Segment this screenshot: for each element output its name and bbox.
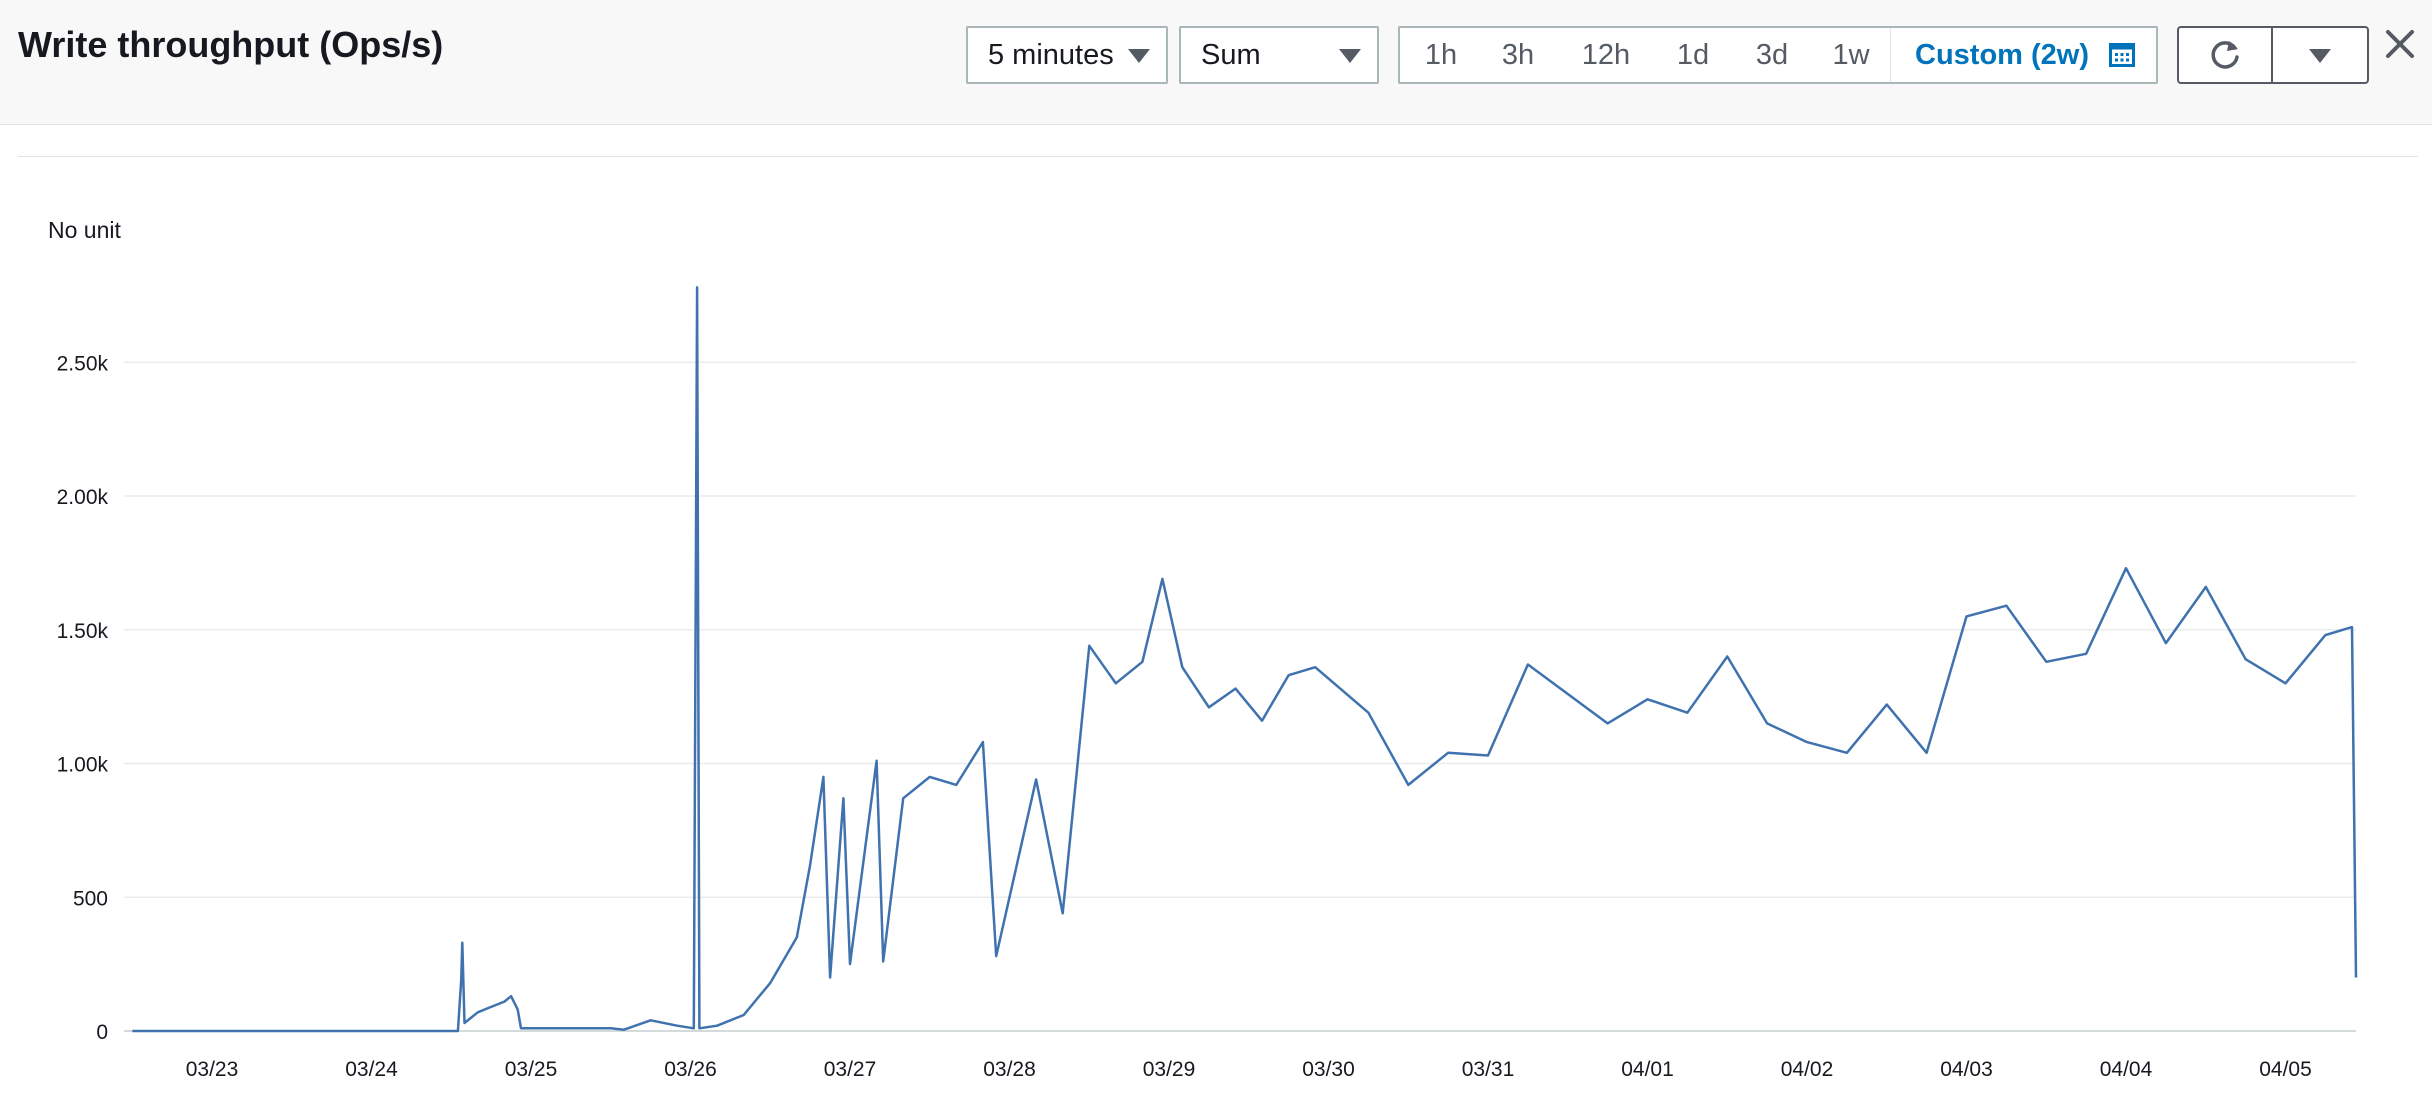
- x-tick-label: 03/31: [1462, 1058, 1515, 1081]
- widget-header: Write throughput (Ops/s) 5 minutes Sum 1…: [0, 0, 2432, 125]
- caret-down-icon: [1339, 49, 1361, 63]
- period-value: 5 minutes: [988, 39, 1114, 71]
- y-tick-label: 1.50k: [57, 620, 109, 643]
- x-tick-label: 04/05: [2259, 1058, 2312, 1081]
- unit-label: No unit: [48, 217, 121, 243]
- x-tick-label: 03/28: [983, 1058, 1036, 1081]
- calendar-icon: [2109, 43, 2135, 67]
- refresh-icon: [2211, 41, 2239, 69]
- x-tick-label: 03/26: [664, 1058, 717, 1081]
- x-tick-label: 04/02: [1781, 1058, 1834, 1081]
- x-tick-label: 04/03: [1940, 1058, 1993, 1081]
- x-tick-label: 03/23: [186, 1058, 239, 1081]
- x-tick-label: 04/04: [2100, 1058, 2153, 1081]
- statistic-value: Sum: [1201, 39, 1261, 71]
- range-custom-button[interactable]: Custom (2w): [1890, 28, 2157, 82]
- x-tick-label: 03/29: [1143, 1058, 1196, 1081]
- statistic-dropdown[interactable]: Sum: [1179, 26, 1379, 84]
- y-tick-label: 1.00k: [57, 754, 109, 777]
- range-3d-button[interactable]: 3d: [1755, 39, 1789, 71]
- x-tick-label: 04/01: [1621, 1058, 1674, 1081]
- y-axis-tick-labels: 0 500 1.00k 1.50k 2.00k 2.50k: [57, 352, 109, 1044]
- range-1w-button[interactable]: 1w: [1832, 39, 1870, 71]
- x-tick-label: 03/25: [505, 1058, 558, 1081]
- range-custom-label: Custom (2w): [1915, 39, 2089, 71]
- x-tick-label: 03/30: [1302, 1058, 1355, 1081]
- refresh-options-button[interactable]: [2271, 26, 2369, 84]
- x-tick-label: 03/27: [824, 1058, 877, 1081]
- refresh-button[interactable]: [2177, 26, 2273, 84]
- y-tick-label: 2.50k: [57, 352, 109, 375]
- series-line: [132, 286, 2358, 1033]
- close-icon[interactable]: [2380, 24, 2420, 64]
- widget-title: Write throughput (Ops/s): [18, 24, 444, 65]
- caret-down-icon: [1128, 49, 1150, 63]
- x-axis-tick-labels: 03/23 03/24 03/25 03/26 03/27 03/28 03/29 03/30…: [186, 1058, 2312, 1081]
- range-1h-button[interactable]: 1h: [1424, 39, 1458, 71]
- y-gridlines: [124, 361, 2356, 898]
- x-tick-label: 03/24: [345, 1058, 398, 1081]
- header-divider: [18, 156, 2418, 157]
- time-range-selector: 1h 3h 12h 1d 3d 1w Custom (2w): [1398, 26, 2158, 84]
- range-1d-button[interactable]: 1d: [1676, 39, 1710, 71]
- y-tick-label: 0: [96, 1021, 108, 1044]
- caret-down-icon: [2309, 49, 2331, 63]
- period-dropdown[interactable]: 5 minutes: [966, 26, 1168, 84]
- range-3h-button[interactable]: 3h: [1501, 39, 1535, 71]
- range-12h-button[interactable]: 12h: [1581, 39, 1631, 71]
- y-tick-label: 2.00k: [57, 486, 109, 509]
- y-tick-label: 500: [73, 887, 108, 910]
